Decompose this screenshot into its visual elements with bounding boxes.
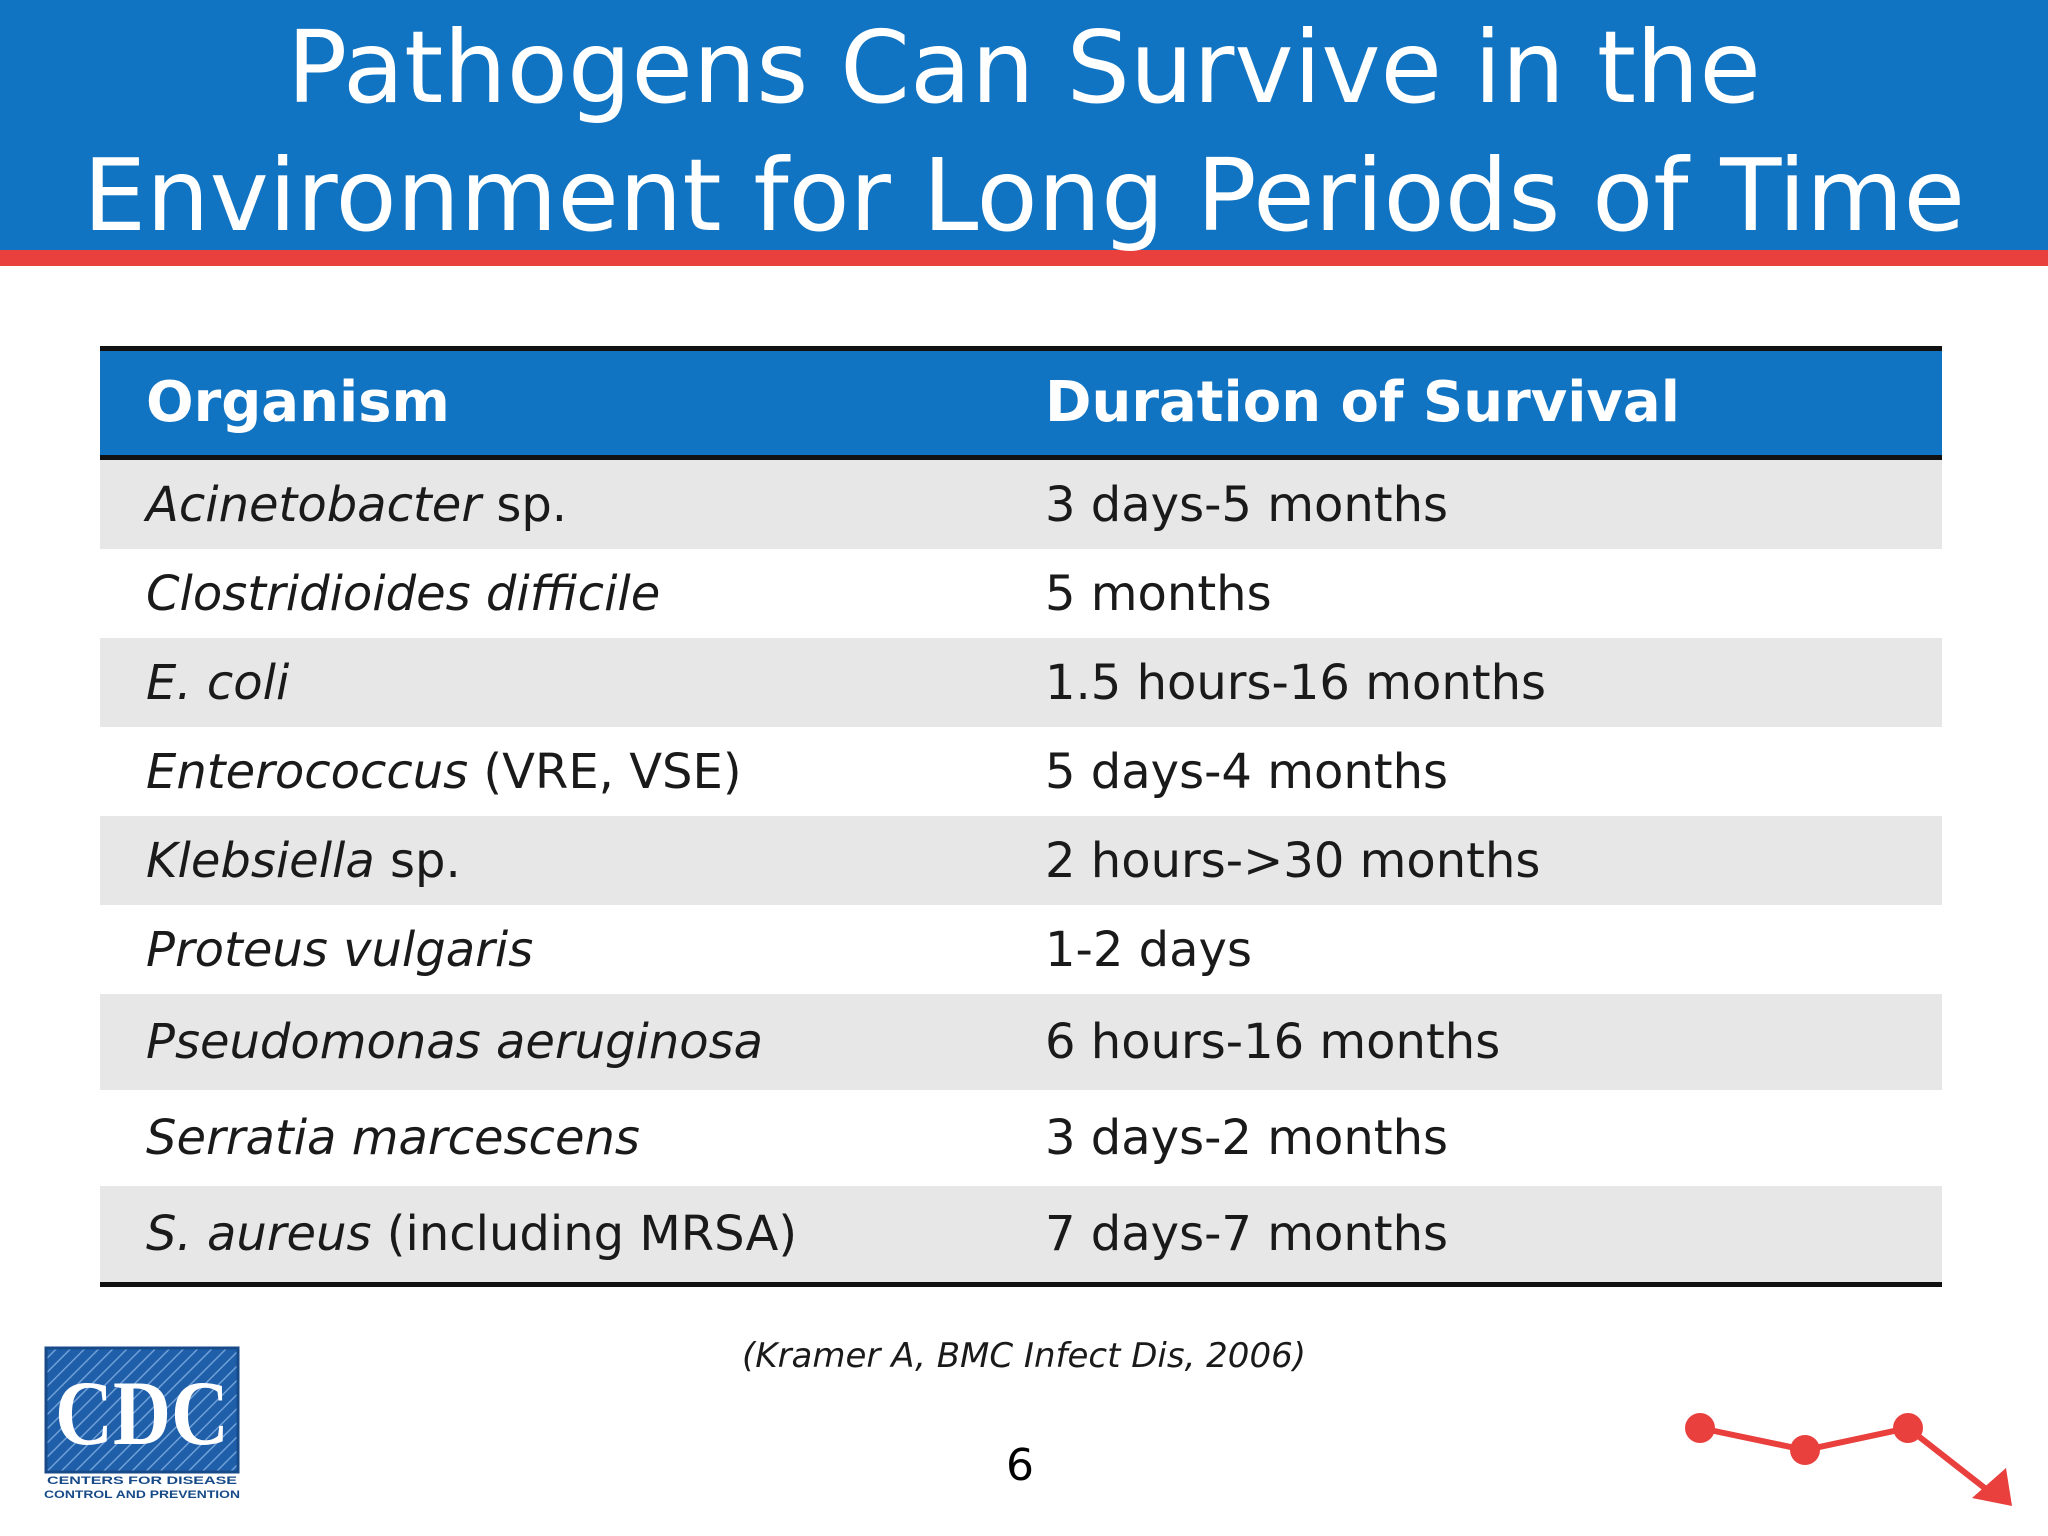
citation: (Kramer A, BMC Infect Dis, 2006) [742,1336,1306,1376]
organism-name: Serratia marcescens [146,1110,640,1166]
duration-cell: 3 days-2 months [1045,1110,1449,1166]
organism-cell: Clostridioides difficile [146,549,660,638]
organism-name: Acinetobacter [146,476,482,533]
table-row: Serratia marcescens 3 days-2 months [100,1090,1942,1186]
cdc-logo-tagline-2: CONTROL AND PREVENTION [44,1489,240,1500]
title-accent-line [0,250,2048,266]
duration-cell: 5 days-4 months [1045,743,1449,800]
organism-cell: S. aureus (including MRSA) [146,1186,797,1282]
table-header: Organism Duration of Survival [100,346,1942,460]
table-row: Enterococcus (VRE, VSE) 5 days-4 months [100,727,1942,816]
duration-cell: 2 hours->30 months [1045,832,1541,889]
organism-qualifier: sp. [481,476,568,533]
slide-title-line-1: Pathogens Can Survive in the [287,9,1761,126]
table-row: Proteus vulgaris 1-2 days [100,905,1942,994]
duration-cell: 1-2 days [1045,921,1252,978]
organism-name: S. aureus [146,1206,372,1262]
organism-qualifier: sp. [374,832,461,889]
title-banner [0,0,2048,262]
cdc-logo-letters: CDC [55,1362,229,1464]
organism-name: E. coli [146,654,290,711]
organism-qualifier: (VRE, VSE) [468,743,742,800]
duration-cell: 6 hours-16 months [1045,1014,1501,1070]
organism-name: Klebsiella [146,832,375,889]
table-row: S. aureus (including MRSA) 7 days-7 mont… [100,1186,1942,1282]
page-number: 6 [1006,1440,1034,1491]
organism-qualifier: (including MRSA) [371,1206,798,1262]
organism-cell: Pseudomonas aeruginosa [146,994,763,1090]
organism-cell: Proteus vulgaris [146,905,533,994]
table-row: Pseudomonas aeruginosa 6 hours-16 months [100,994,1942,1090]
table-row: Clostridioides difficile 5 months [100,549,1942,638]
table-bottom-rule [100,1282,1942,1287]
declining-trend-graphic [1685,1413,2012,1506]
organism-name: Clostridioides difficile [146,565,661,622]
organism-name: Pseudomonas aeruginosa [146,1014,764,1070]
table-row: E. coli 1.5 hours-16 months [100,638,1942,727]
table-row: Acinetobacter sp. 3 days-5 months [100,460,1942,549]
header-organism: Organism [146,370,450,435]
header-duration: Duration of Survival [1045,370,1680,435]
organism-cell: Klebsiella sp. [146,816,461,905]
organism-name: Proteus vulgaris [146,921,534,978]
duration-cell: 5 months [1045,565,1272,622]
duration-cell: 7 days-7 months [1045,1206,1449,1262]
organism-cell: Enterococcus (VRE, VSE) [146,727,742,816]
organism-name: Enterococcus [146,743,469,800]
duration-cell: 1.5 hours-16 months [1045,654,1546,711]
survival-table: Organism Duration of Survival Acinetobac… [100,346,1942,1287]
slide-title-line-2: Environment for Long Periods of Time [83,137,1965,254]
cdc-logo-tagline-1: CENTERS FOR DISEASE [47,1475,237,1487]
duration-cell: 3 days-5 months [1045,476,1449,533]
organism-cell: Serratia marcescens [146,1090,640,1186]
table-row: Klebsiella sp. 2 hours->30 months [100,816,1942,905]
cdc-logo: CDC CENTERS FOR DISEASE CONTROL AND PREV… [44,1346,240,1500]
organism-cell: Acinetobacter sp. [146,460,567,549]
organism-cell: E. coli [146,638,289,727]
